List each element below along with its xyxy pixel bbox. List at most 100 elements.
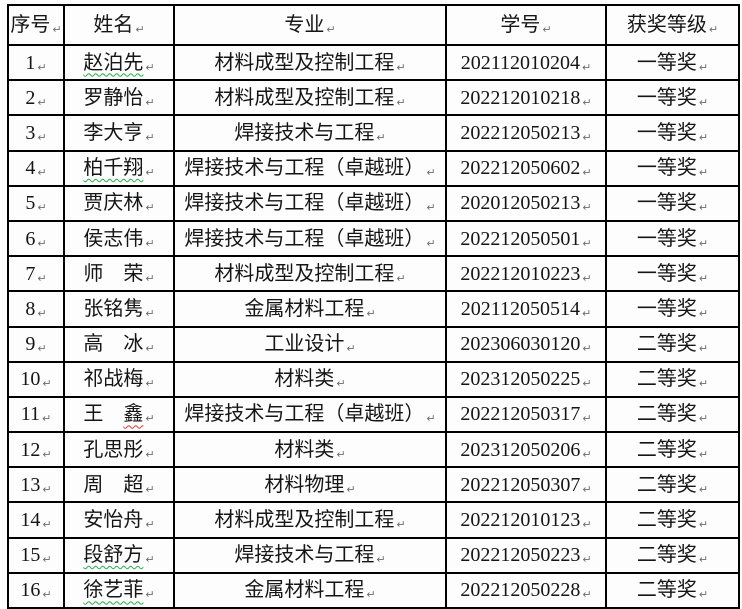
end-of-cell-mark: ↵ [42, 482, 52, 496]
cell-name: 李大亨 ↵ [63, 114, 175, 152]
end-of-cell-mark: ↵ [145, 271, 155, 285]
serial-number: 3 [25, 121, 36, 144]
student-name: 孔思彤 [83, 438, 144, 461]
cell-major: 材料成型及控制工程 ↵ [173, 43, 447, 82]
end-of-cell-mark: ↵ [37, 166, 47, 180]
end-of-cell-mark: ↵ [582, 377, 592, 391]
cell-major: 金属材料工程 ↵ [173, 571, 447, 609]
student-name: 安怡舟 [83, 509, 144, 532]
cell-award: 二等奖 ↵ [605, 501, 740, 539]
serial-number: 14 [20, 509, 41, 532]
end-of-cell-mark: ↵ [582, 553, 592, 567]
cell-award: 一等奖 ↵ [605, 219, 740, 258]
end-of-cell-mark: ↵ [698, 412, 709, 426]
award-level: 一等奖 [636, 227, 697, 250]
major-name: 材料成型及控制工程 [214, 51, 395, 74]
cell-major: 焊接技术与工程 ↵ [173, 114, 447, 152]
cell-award: 二等奖 ↵ [605, 360, 740, 398]
student-name: 师 荣 [83, 262, 144, 285]
serial-number: 8 [25, 297, 36, 320]
header-label-major: 专业 [284, 14, 325, 36]
end-of-cell-mark: ↵ [326, 23, 336, 36]
cell-award: 一等奖 ↵ [605, 290, 740, 328]
cell-major: 材料类 ↵ [173, 431, 447, 469]
end-of-cell-mark: ↵ [698, 60, 709, 74]
table-row: 4 ↵ 柏千翔 ↵ 焊接技术与工程（卓越班） ↵ 202212050602 ↵ 一等奖 ↵ [7, 149, 740, 187]
end-of-cell-mark: ↵ [366, 588, 376, 602]
award-level: 二等奖 [636, 368, 697, 391]
end-of-cell-mark: ↵ [42, 412, 52, 426]
cell-name: 师 荣 ↵ [63, 255, 175, 293]
end-of-cell-mark: ↵ [426, 412, 436, 426]
end-of-cell-mark: ↵ [396, 271, 406, 285]
header-label-no: 序号 [10, 14, 51, 36]
end-of-cell-mark: ↵ [582, 130, 592, 144]
cell-major: 焊接技术与工程（卓越班） ↵ [173, 184, 447, 222]
table-row: 13 ↵ 周 超 ↵ 材料物理 ↵ 202212050307 ↵ 二等奖 ↵ [7, 466, 740, 504]
end-of-cell-mark: ↵ [37, 201, 47, 215]
end-of-cell-mark: ↵ [698, 271, 709, 285]
header-cell-name: 姓名 ↵ [63, 4, 175, 46]
cell-award: 一等奖 ↵ [605, 79, 740, 117]
end-of-cell-mark: ↵ [42, 588, 52, 602]
student-name: 柏千翔 [83, 157, 144, 180]
student-name: 罗静怡 [83, 86, 144, 109]
table-row: 3 ↵ 李大亨 ↵ 焊接技术与工程 ↵ 202212050213 ↵ 一等奖 ↵ [7, 114, 740, 152]
table-row: 9 ↵ 高 冰 ↵ 工业设计 ↵ 202306030120 ↵ 二等奖 ↵ [7, 325, 740, 363]
header-cell-no: 序号 ↵ [7, 4, 65, 46]
serial-number: 7 [25, 262, 36, 285]
end-of-cell-mark: ↵ [582, 342, 592, 356]
end-of-cell-mark: ↵ [37, 60, 47, 74]
cell-name: 柏千翔 ↵ [63, 149, 175, 187]
end-of-cell-mark: ↵ [376, 130, 386, 144]
award-level: 二等奖 [636, 333, 697, 356]
serial-number: 2 [25, 86, 36, 109]
end-of-cell-mark: ↵ [145, 447, 155, 461]
cell-award: 一等奖 ↵ [605, 255, 740, 293]
award-level: 一等奖 [636, 157, 697, 180]
end-of-cell-mark: ↵ [698, 553, 709, 567]
major-name: 材料物理 [264, 473, 345, 496]
award-level: 一等奖 [636, 297, 697, 320]
major-name: 金属材料工程 [244, 297, 365, 320]
cell-name: 王 鑫 ↵ [63, 395, 175, 434]
cell-no: 7 ↵ [7, 255, 65, 293]
end-of-cell-mark: ↵ [145, 588, 155, 602]
student-id: 202212010218 [460, 86, 581, 109]
cell-student-id: 202212050602 ↵ [445, 149, 607, 187]
cell-no: 12 ↵ [7, 431, 65, 469]
major-name: 材料成型及控制工程 [214, 262, 395, 285]
end-of-cell-mark: ↵ [582, 447, 592, 461]
award-level: 一等奖 [636, 262, 697, 285]
cell-award: 二等奖 ↵ [605, 395, 740, 434]
student-id: 202212010223 [460, 262, 581, 285]
end-of-cell-mark: ↵ [52, 23, 62, 36]
cell-student-id: 202212050307 ↵ [445, 466, 607, 504]
cell-award: 二等奖 ↵ [605, 536, 740, 574]
cell-award: 二等奖 ↵ [605, 325, 740, 363]
end-of-cell-mark: ↵ [582, 588, 592, 602]
major-name: 材料类 [274, 368, 335, 391]
major-name: 焊接技术与工程 [234, 544, 375, 567]
end-of-cell-mark: ↵ [37, 130, 47, 144]
major-name: 焊接技术与工程（卓越班） [184, 403, 425, 426]
major-name: 材料成型及控制工程 [214, 86, 395, 109]
end-of-cell-mark: ↵ [426, 236, 436, 250]
cell-no: 8 ↵ [7, 290, 65, 328]
cell-student-id: 202212010223 ↵ [445, 255, 607, 293]
cell-no: 4 ↵ [7, 149, 65, 187]
student-id: 202212050228 [460, 579, 581, 602]
end-of-cell-mark: ↵ [145, 95, 155, 109]
end-of-cell-mark: ↵ [346, 482, 356, 496]
cell-name: 罗静怡 ↵ [63, 79, 175, 117]
serial-number: 6 [25, 227, 36, 250]
award-level: 二等奖 [636, 473, 697, 496]
student-id: 202306030120 [460, 333, 581, 356]
award-level: 一等奖 [636, 51, 697, 74]
student-id: 202312050206 [460, 438, 581, 461]
end-of-cell-mark: ↵ [698, 130, 709, 144]
cell-student-id: 202212010123 ↵ [445, 501, 607, 539]
end-of-cell-mark: ↵ [582, 236, 592, 250]
student-id: 202212050213 [460, 121, 581, 144]
